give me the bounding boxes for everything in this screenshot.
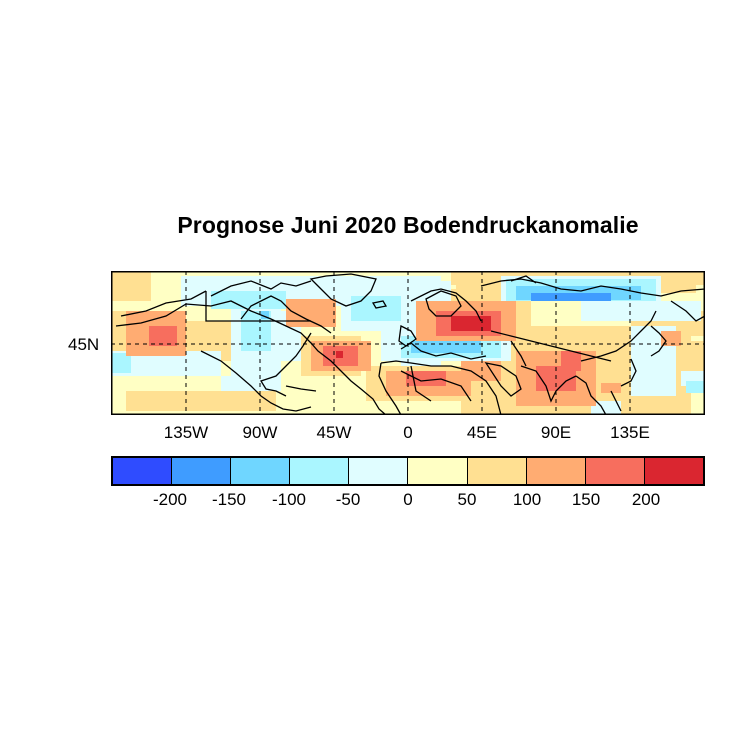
- anomaly-map: [111, 271, 705, 415]
- colorbar-swatch-8: [526, 458, 586, 484]
- colorbar-label: 200: [631, 490, 661, 509]
- map-title: Prognose Juni 2020 Bodendruckanomalie: [177, 212, 639, 238]
- colorbar-swatch-9: [585, 458, 645, 484]
- lon-label-0: 0: [403, 423, 413, 442]
- colorbar-label: -200: [152, 490, 188, 509]
- colorbar-label: 100: [512, 490, 542, 509]
- colorbar: [111, 456, 705, 486]
- colorbar-swatch-3: [231, 458, 291, 484]
- map-canvas: [111, 271, 705, 415]
- lat-label-45n: 45N: [68, 335, 100, 354]
- colorbar-swatch-4: [290, 458, 350, 484]
- colorbar-label: 150: [571, 490, 601, 509]
- coastlines: [115, 273, 705, 415]
- colorbar-label: 0: [403, 490, 413, 509]
- colorbar-label: -50: [335, 490, 361, 509]
- lon-label-90w: 90W: [242, 423, 278, 442]
- colorbar-label: -150: [211, 490, 247, 509]
- graticule: [111, 271, 705, 415]
- colorbar-label: 50: [457, 490, 477, 509]
- lon-label-135w: 135W: [163, 423, 209, 442]
- lon-label-45e: 45E: [466, 423, 498, 442]
- map-frame: [111, 271, 705, 415]
- anomaly-minus-200-150: [531, 293, 611, 301]
- colorbar-label: -100: [271, 490, 307, 509]
- colorbar-swatch-2: [172, 458, 232, 484]
- colorbar-swatch-6: [408, 458, 468, 484]
- lon-label-90e: 90E: [540, 423, 572, 442]
- lon-label-135e: 135E: [610, 423, 650, 442]
- colorbar-swatch-7: [467, 458, 527, 484]
- colorbar-swatch-1: [113, 458, 173, 484]
- colorbar-swatch-5: [349, 458, 409, 484]
- colorbar-swatch-10: [644, 458, 703, 484]
- lon-label-45w: 45W: [316, 423, 352, 442]
